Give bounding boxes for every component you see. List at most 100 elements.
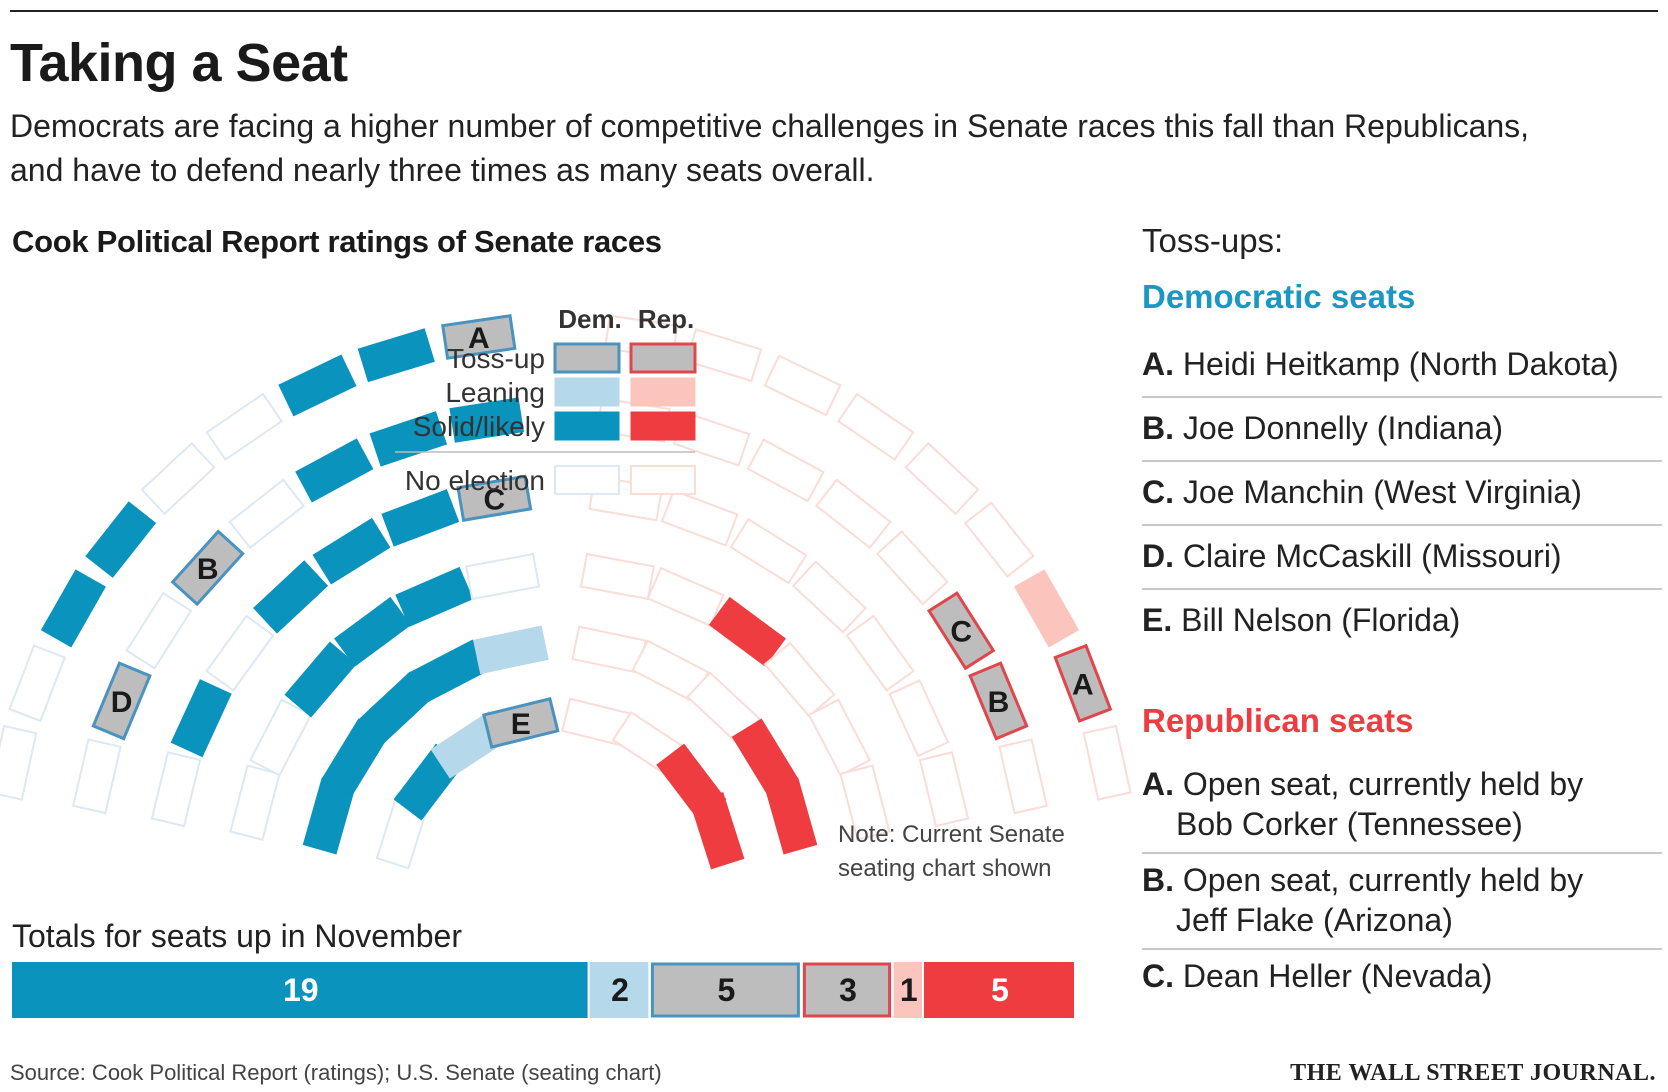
tossups-heading: Toss-ups: xyxy=(1142,222,1284,259)
dem-seat xyxy=(312,517,391,585)
rep-tossup-seat-label: A xyxy=(1072,668,1094,701)
totals-bar-value: 2 xyxy=(611,972,629,1008)
item-text-line2: Bob Corker (Tennessee) xyxy=(1176,806,1523,842)
legend-col-dem: Dem. xyxy=(558,304,622,334)
source-note: Source: Cook Political Report (ratings);… xyxy=(10,1060,662,1085)
dem-seat xyxy=(205,614,275,692)
totals-bar-value: 1 xyxy=(900,972,918,1008)
dem-tossup-seat-label: E xyxy=(511,708,531,741)
legend-row-label: No election xyxy=(405,465,545,496)
page-subtitle: Democrats are facing a higher number of … xyxy=(10,108,1530,188)
totals-bar-value: 5 xyxy=(718,972,736,1008)
dem-seat xyxy=(381,489,460,547)
item-letter: D. xyxy=(1142,538,1174,574)
dem-seat xyxy=(395,566,474,627)
totals-bar-segment xyxy=(650,962,800,1018)
dem-seat xyxy=(229,764,281,841)
dem-seat xyxy=(140,441,216,516)
rep-seat xyxy=(579,552,656,601)
item-text: Open seat, currently held by xyxy=(1174,766,1584,802)
rep-seat xyxy=(963,501,1035,578)
legend-row-label: Solid/likely xyxy=(413,411,545,442)
dem-seat xyxy=(295,438,374,503)
rep-seat xyxy=(646,566,725,627)
dem-seat xyxy=(170,679,232,758)
publisher-logo: THE WALL STREET JOURNAL. xyxy=(1290,1060,1656,1086)
rep-seat: A xyxy=(1053,643,1113,723)
legend-swatch xyxy=(553,342,621,374)
legend-swatch xyxy=(630,377,696,407)
rep-seat xyxy=(918,751,970,828)
totals-bar: 19 2 5 3 1 5 xyxy=(12,962,1074,1018)
rep-tossup-item: B. Open seat, currently held by Jeff Flak… xyxy=(1142,854,1662,950)
legend-swatch xyxy=(554,465,620,495)
dem-seat: A xyxy=(441,314,517,360)
legend-swatch xyxy=(630,465,696,495)
item-letter: C. xyxy=(1142,474,1174,510)
dem-tossup-item: A. Heidi Heitkamp (North Dakota) xyxy=(1142,334,1662,398)
rep-tossup-item: C. Dean Heller (Nevada) xyxy=(1142,950,1662,1004)
item-letter: E. xyxy=(1142,602,1173,638)
dem-seat xyxy=(449,397,524,443)
dem-tossup-seat-label: A xyxy=(468,322,490,355)
item-text: Joe Manchin (West Virginia) xyxy=(1174,474,1582,510)
dem-seat xyxy=(40,569,106,648)
legend-row-label: Toss-up xyxy=(447,343,545,374)
rep-seat xyxy=(729,517,808,585)
item-letter: A. xyxy=(1142,346,1174,382)
rep-seat xyxy=(837,392,915,461)
top-rule xyxy=(10,10,1658,12)
rep-seat xyxy=(1014,569,1080,648)
dem-seat xyxy=(0,724,38,801)
rep-seat xyxy=(845,614,915,692)
totals-label: Totals for seats up in November xyxy=(12,918,462,954)
dem-seat xyxy=(72,738,122,815)
dem-seat xyxy=(278,354,357,417)
dem-seat: E xyxy=(482,696,560,749)
democratic-seats-list: A. Heidi Heitkamp (North Dakota) B. Joe D… xyxy=(1142,334,1662,652)
dem-seat xyxy=(8,644,67,723)
item-text-line2: Jeff Flake (Arizona) xyxy=(1176,902,1453,938)
rep-seat xyxy=(763,641,836,718)
totals-bar-value: 3 xyxy=(839,972,857,1008)
item-letter: A. xyxy=(1142,766,1174,802)
dem-seat xyxy=(228,478,306,550)
item-text: Dean Heller (Nevada) xyxy=(1174,958,1493,994)
republican-seats-list: A. Open seat, currently held by Bob Corke… xyxy=(1142,758,1662,1004)
item-letter: C. xyxy=(1142,958,1174,994)
rep-seat xyxy=(689,792,745,870)
dem-seat xyxy=(125,591,193,670)
dem-tossup-seat-label: D xyxy=(111,686,133,719)
republican-seats-title: Republican seats xyxy=(1142,702,1414,739)
dem-seat xyxy=(464,552,541,601)
rep-seat xyxy=(791,560,867,634)
item-text: Open seat, currently held by xyxy=(1174,862,1584,898)
dem-seat xyxy=(85,501,157,578)
rep-seat xyxy=(708,596,786,667)
dem-seat: C xyxy=(456,474,533,522)
legend-row-label: Leaning xyxy=(445,377,545,408)
rep-seat xyxy=(746,438,825,503)
rep-seat xyxy=(814,478,892,550)
totals-bar-segment xyxy=(589,962,649,1018)
rep-seat: B xyxy=(968,661,1029,741)
totals-bar-value: 19 xyxy=(283,972,319,1008)
legend-swatch xyxy=(554,411,620,441)
dem-tossup-item: B. Joe Donnelly (Indiana) xyxy=(1142,398,1662,462)
chart-title: Cook Political Report ratings of Senate … xyxy=(12,224,662,259)
dem-seat xyxy=(253,560,329,634)
rep-seat xyxy=(1082,724,1132,801)
dem-seat xyxy=(473,625,549,675)
dem-seat xyxy=(150,751,202,828)
item-text: Claire McCaskill (Missouri) xyxy=(1174,538,1562,574)
item-text: Heidi Heitkamp (North Dakota) xyxy=(1174,346,1619,382)
dem-tossup-seat-label: B xyxy=(197,553,219,586)
rep-seat xyxy=(660,489,739,547)
rep-seat xyxy=(764,777,818,855)
rep-seat xyxy=(875,530,949,606)
rep-seat: C xyxy=(926,591,996,671)
legend-col-rep: Rep. xyxy=(638,304,694,334)
totals-bar-segment xyxy=(924,962,1074,1018)
totals-bar-segment xyxy=(12,962,588,1018)
dem-seat xyxy=(248,698,313,777)
